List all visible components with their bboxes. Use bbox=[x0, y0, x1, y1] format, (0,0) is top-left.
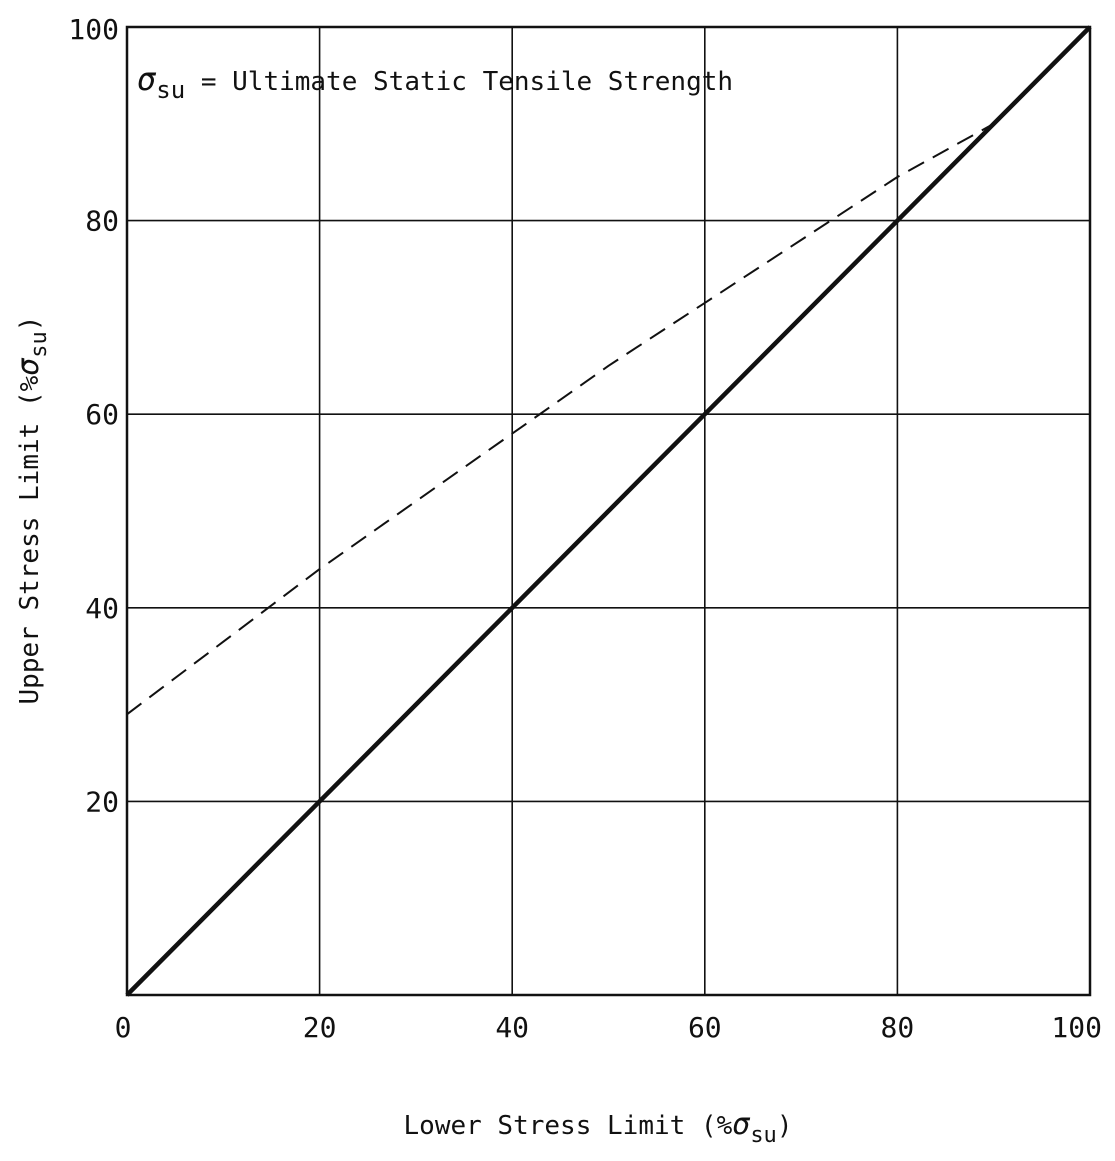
diagonal-line bbox=[125, 25, 1092, 997]
x-axis-title-subscript: su bbox=[750, 1123, 777, 1148]
y-axis-title-subscript: su bbox=[27, 331, 52, 358]
x-tick-label: 100 bbox=[1051, 1011, 1102, 1044]
annotation-symbol: σ bbox=[137, 60, 157, 98]
x-axis-title: Lower Stress Limit (%σsu) bbox=[404, 1107, 793, 1148]
y-axis-title-close: ) bbox=[15, 316, 45, 332]
x-tick-label: 60 bbox=[688, 1011, 722, 1044]
x-tick-label: 20 bbox=[303, 1011, 337, 1044]
y-tick-label: 40 bbox=[85, 592, 119, 625]
x-tick-label: 80 bbox=[881, 1011, 915, 1044]
x-axis-title-text: Lower Stress Limit (% bbox=[404, 1111, 733, 1141]
annotation: σsu = Ultimate Static Tensile Strength bbox=[137, 60, 733, 104]
x-tick-label: 40 bbox=[495, 1011, 529, 1044]
y-tick-label: 20 bbox=[85, 785, 119, 818]
y-axis-title-symbol: σ bbox=[11, 358, 46, 376]
dashed-curve bbox=[126, 122, 995, 716]
x-axis-title-close: ) bbox=[777, 1111, 793, 1141]
tick-layer: 0 20 40 60 80 100 20 40 60 80 100 bbox=[68, 13, 1102, 1044]
y-tick-label: 100 bbox=[68, 13, 119, 46]
x-tick-label: 0 bbox=[115, 1011, 132, 1044]
y-axis-title-text: Upper Stress Limit (% bbox=[15, 375, 45, 704]
x-axis-title-symbol: σ bbox=[732, 1107, 750, 1142]
series-layer bbox=[125, 25, 1092, 997]
grid-layer bbox=[127, 27, 1090, 995]
plot-frame bbox=[125, 25, 1092, 997]
annotation-text: = Ultimate Static Tensile Strength bbox=[185, 67, 733, 97]
y-axis-title: Upper Stress Limit (%σsu) bbox=[11, 316, 52, 705]
y-tick-label: 80 bbox=[85, 205, 119, 238]
y-tick-label: 60 bbox=[85, 398, 119, 431]
annotation-subscript: su bbox=[156, 76, 185, 104]
